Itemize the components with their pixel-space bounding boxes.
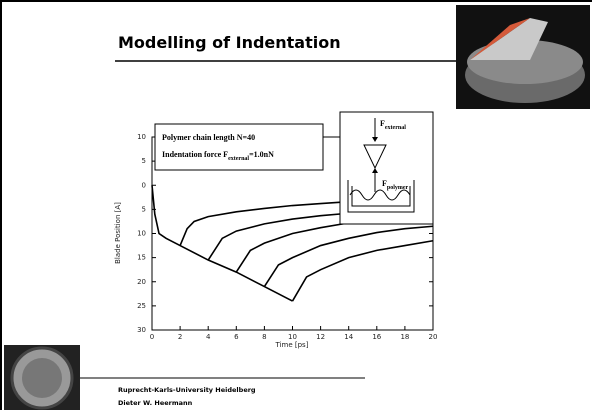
annotation-text: Indentation force F	[162, 150, 228, 159]
x-tick-label: 16	[372, 333, 381, 341]
x-tick-label: 4	[206, 333, 211, 341]
x-tick-label: 18	[400, 333, 409, 341]
y-tick-label: 20	[137, 278, 146, 286]
x-tick-label: 2	[178, 333, 182, 341]
data-line	[263, 225, 434, 288]
x-tick-label: 14	[344, 333, 353, 341]
x-tick-label: 8	[262, 333, 266, 341]
annotation-text: =1.0nN	[249, 150, 274, 159]
slide-title: Modelling of Indentation	[118, 33, 341, 52]
inset-label-text: F	[382, 179, 387, 188]
annotation-subscript: external	[228, 156, 249, 162]
y-axis-label: Blade Position [A]	[114, 202, 122, 264]
y-tick-label: 15	[137, 254, 146, 262]
inset-label-subscript: external	[385, 125, 406, 131]
x-tick-label: 0	[150, 333, 154, 341]
footer-text: Ruprecht-Karls-University Heidelberg	[118, 386, 256, 394]
x-axis-label: Time [ps]	[275, 341, 309, 349]
annotation: Polymer chain length N=40	[162, 133, 255, 142]
y-tick-label: 5	[142, 205, 146, 213]
inset-label-subscript: polymer	[387, 185, 409, 191]
y-tick-label: 5	[142, 157, 146, 165]
inset-diagram	[339, 111, 434, 225]
inset-label-text: F	[380, 119, 385, 128]
data-line	[291, 239, 434, 302]
inset-label: Fexternal	[380, 119, 406, 131]
data-line	[151, 185, 293, 302]
y-tick-label: 30	[137, 326, 146, 334]
y-tick-label: 10	[137, 230, 146, 238]
x-tick-label: 6	[234, 333, 239, 341]
annotation: Indentation force Fexternal=1.0nN	[162, 150, 274, 162]
seal-image	[4, 345, 80, 410]
render-image	[456, 5, 590, 109]
annotation-text: Polymer chain length N=40	[162, 133, 255, 142]
y-tick-label: 10	[137, 133, 146, 141]
x-tick-label: 20	[429, 333, 438, 341]
y-tick-label: 25	[137, 302, 146, 310]
x-tick-label: 12	[316, 333, 325, 341]
y-tick-label: 0	[142, 181, 146, 189]
inset-label: Fpolymer	[382, 179, 409, 191]
footer-text: Dieter W. Heermann	[118, 399, 193, 407]
x-tick-label: 10	[288, 333, 297, 341]
annotation-box	[154, 123, 324, 171]
